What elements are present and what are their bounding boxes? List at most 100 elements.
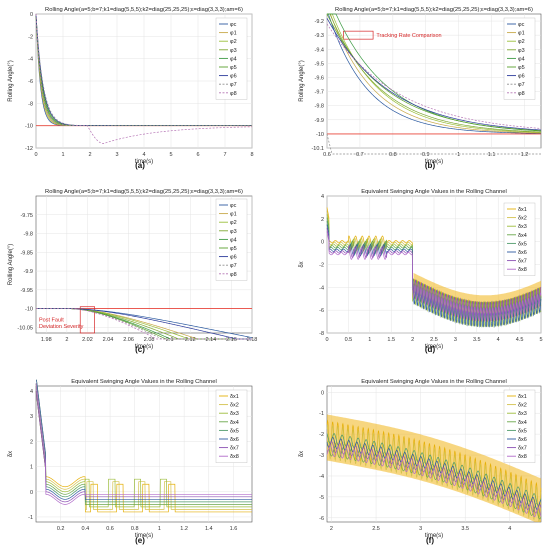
- x-tick-label: 0.8: [389, 152, 397, 158]
- x-tick-label: 1.4: [205, 526, 213, 532]
- x-tick-label: 2.12: [185, 337, 196, 343]
- legend-box: [503, 389, 536, 464]
- legend-label: δx1: [518, 394, 527, 400]
- x-tick-label: 3: [454, 337, 457, 343]
- legend-label: φ4: [230, 56, 237, 62]
- x-tick-label: 2: [88, 152, 91, 158]
- series-line-7: [326, 227, 542, 317]
- legend-label: φ2: [518, 39, 525, 45]
- x-tick-label: 6: [196, 152, 199, 158]
- series-line-5: [35, 383, 252, 503]
- legend-label: φ7: [230, 263, 237, 269]
- y-tick-label: -2: [28, 34, 33, 40]
- x-tick-label: 3: [419, 526, 422, 532]
- x-tick-label: 0.8: [131, 526, 139, 532]
- series-line-2: [327, 13, 542, 134]
- y-axis-label: δx: [8, 451, 14, 457]
- legend-label: φ1: [518, 31, 525, 37]
- x-tick-label: 2.5: [372, 526, 380, 532]
- annotation-text: Post Fault: [39, 318, 64, 324]
- y-tick-label: -2: [319, 263, 324, 269]
- y-tick-label: -9.7: [315, 90, 324, 96]
- legend-label: φ6: [518, 74, 525, 80]
- legend-label: φ8: [518, 91, 525, 97]
- chart-title: Equivalent Swinging Angle Values in the …: [361, 189, 507, 195]
- series-line-8: [326, 445, 542, 518]
- x-tick-label: 2.16: [226, 337, 237, 343]
- x-tick-label: 0.5: [345, 337, 353, 343]
- x-tick-label: 2.5: [430, 337, 438, 343]
- x-tick-label: 1: [368, 337, 371, 343]
- x-tick-label: 5: [539, 337, 542, 343]
- chart-title: Rolling Angle(a=5;b=7;k1=diag(5,5,5);k2=…: [45, 7, 243, 13]
- series-line-1: [35, 390, 252, 513]
- x-tick-label: 1.6: [230, 526, 238, 532]
- legend-label: δx2: [518, 403, 527, 409]
- annotation-box: [343, 30, 374, 40]
- series-line-9: [326, 23, 542, 129]
- legend-box: [503, 202, 536, 277]
- legend-label: δx2: [518, 216, 527, 222]
- x-tick-label: 2.04: [103, 337, 114, 343]
- series-line-1: [327, 13, 542, 134]
- legend-label: φ1: [230, 212, 237, 218]
- series-line-6: [35, 379, 252, 500]
- series-line-1: [326, 419, 542, 519]
- legend-label: δx3: [518, 411, 527, 417]
- x-tick-label: 2: [65, 337, 68, 343]
- series-line-9: [35, 13, 253, 144]
- x-tick-label: 2.1: [166, 337, 174, 343]
- legend-label: φ3: [230, 229, 237, 235]
- y-tick-label: -9.2: [315, 19, 324, 25]
- legend-label: δx7: [518, 446, 527, 452]
- panel-label: (a): [135, 161, 145, 170]
- y-tick-label: -9.85: [20, 250, 33, 256]
- y-tick-label: -8: [28, 101, 33, 107]
- panel-b: 0.6 0.7 0.8 0.9 1 1.1 1.2 -9.2 -9.3 -9.4 -9.5 -9.6 -…: [299, 7, 542, 170]
- legend-label: φ7: [230, 82, 237, 88]
- x-tick-label: 0.2: [57, 526, 65, 532]
- x-tick-label: 0.7: [356, 152, 364, 158]
- legend-label: φ4: [230, 237, 237, 243]
- series-line-4: [327, 13, 542, 133]
- y-tick-label: -5: [319, 495, 324, 501]
- legend-label: δx3: [518, 224, 527, 230]
- x-tick-label: 2: [411, 337, 414, 343]
- x-tick-label: 5: [169, 152, 172, 158]
- y-axis-label: δx: [299, 261, 305, 267]
- legend-label: φ3: [230, 48, 237, 54]
- y-tick-label: -1: [319, 411, 324, 417]
- panel-a: 0 1 2 3 4 5 6 7 8 0 -2 -4 -6 -8 -10 -12 Rolling Angle(a=…: [8, 7, 254, 170]
- legend-label: φ2: [230, 39, 237, 45]
- series-line-2: [326, 423, 542, 523]
- y-tick-label: -12: [25, 146, 33, 152]
- y-tick-label: -6: [28, 79, 33, 85]
- x-tick-label: 1.98: [41, 337, 52, 343]
- y-tick-label: -10: [25, 307, 33, 313]
- y-tick-label: 2: [321, 217, 324, 223]
- y-axis-label: Rolling Angle(°): [8, 60, 14, 101]
- series-line-4: [326, 444, 542, 520]
- y-tick-label: -4: [28, 57, 33, 63]
- panel-c: 1.98 2 2.02 2.04 2.06 2.08 2.1 2.12 2.14 2.16 2.18…: [8, 189, 257, 354]
- x-tick-label: 4.5: [516, 337, 524, 343]
- panel-f: 2 2.5 3 3.5 4 0 -1 -2 -3 -4 -5 -6 Equivalent Swingin…: [299, 379, 542, 545]
- x-tick-label: 2.06: [123, 337, 134, 343]
- annotation-text: Tracking Rate Comparison: [376, 33, 441, 39]
- chart-title: Equivalent Swinging Angle Values in the …: [361, 379, 507, 385]
- y-tick-label: 0: [30, 12, 33, 18]
- annotation-text: Deviation Severity: [39, 324, 84, 330]
- y-tick-label: 2: [30, 439, 33, 445]
- y-tick-label: -2: [319, 432, 324, 438]
- y-tick-label: -10.05: [17, 325, 33, 331]
- legend-box: [215, 389, 248, 464]
- legend-label: δx4: [518, 420, 527, 426]
- legend-label: φ4: [518, 56, 525, 62]
- legend-label: φ5: [230, 246, 237, 252]
- panel-label: (b): [425, 161, 436, 170]
- x-tick-label: 2.08: [144, 337, 155, 343]
- x-tick-label: 1: [158, 526, 161, 532]
- x-tick-label: 1.5: [387, 337, 395, 343]
- x-axis-label: time(s): [425, 159, 443, 165]
- x-axis-label: time(s): [135, 159, 153, 165]
